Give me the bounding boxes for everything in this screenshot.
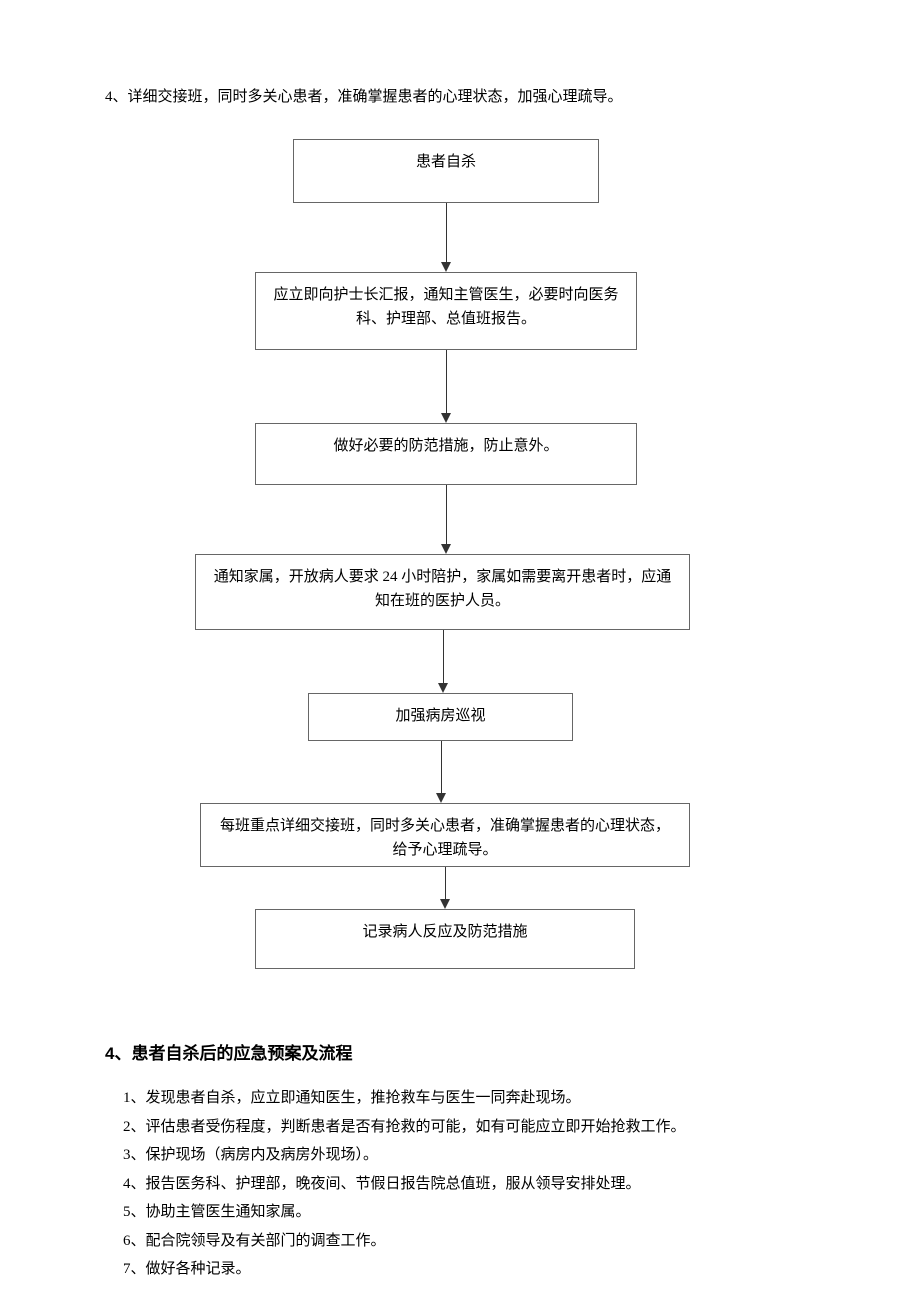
flow-arrow-head [438, 683, 448, 693]
list-item: 1、发现患者自杀，应立即通知医生，推抢救车与医生一同奔赴现场。 [105, 1084, 815, 1113]
intro-paragraph: 4、详细交接班，同时多关心患者，准确掌握患者的心理状态，加强心理疏导。 [105, 85, 815, 109]
list-item: 5、协助主管医生通知家属。 [105, 1198, 815, 1227]
list-item: 6、配合院领导及有关部门的调查工作。 [105, 1227, 815, 1256]
list-item: 3、保护现场（病房内及病房外现场）。 [105, 1141, 815, 1170]
list-item: 4、报告医务科、护理部，晚夜间、节假日报告院总值班，服从领导安排处理。 [105, 1170, 815, 1199]
flow-arrow-head [440, 899, 450, 909]
flow-node: 加强病房巡视 [308, 693, 573, 741]
flow-arrow-line [446, 485, 447, 545]
section-heading: 4、患者自杀后的应急预案及流程 [105, 1039, 815, 1064]
flow-arrow-head [441, 413, 451, 423]
flow-arrow-line [446, 350, 447, 414]
list-item: 2、评估患者受伤程度，判断患者是否有抢救的可能，如有可能应立即开始抢救工作。 [105, 1113, 815, 1142]
list-container: 1、发现患者自杀，应立即通知医生，推抢救车与医生一同奔赴现场。2、评估患者受伤程… [105, 1084, 815, 1284]
flow-arrow-line [441, 741, 442, 794]
flow-node: 记录病人反应及防范措施 [255, 909, 635, 969]
flow-arrow-head [441, 544, 451, 554]
flow-node: 患者自杀 [293, 139, 599, 203]
flow-node: 应立即向护士长汇报，通知主管医生，必要时向医务科、护理部、总值班报告。 [255, 272, 637, 350]
flow-node: 每班重点详细交接班，同时多关心患者，准确掌握患者的心理状态，给予心理疏导。 [200, 803, 690, 867]
flowchart-container: 患者自杀应立即向护士长汇报，通知主管医生，必要时向医务科、护理部、总值班报告。做… [160, 139, 760, 989]
flow-arrow-line [446, 203, 447, 263]
flow-arrow-line [445, 867, 446, 900]
list-item: 7、做好各种记录。 [105, 1255, 815, 1284]
flow-node: 做好必要的防范措施，防止意外。 [255, 423, 637, 485]
flow-node: 通知家属，开放病人要求 24 小时陪护，家属如需要离开患者时，应通知在班的医护人… [195, 554, 690, 630]
flow-arrow-line [443, 630, 444, 684]
flow-arrow-head [436, 793, 446, 803]
flow-arrow-head [441, 262, 451, 272]
